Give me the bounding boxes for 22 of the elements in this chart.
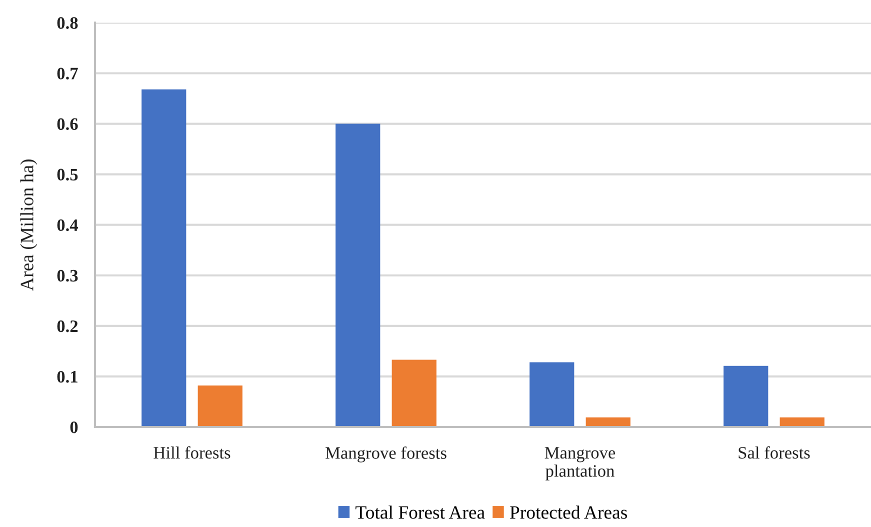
y-tick-label: 0.4 [57,219,78,232]
y-tick-label: 0.5 [57,168,78,181]
x-tick-label: Hill forests [154,446,230,459]
y-tick-label: 0.6 [57,118,78,130]
y-tick-label: 0.8 [57,17,78,29]
bar [142,89,186,427]
y-axis-title: Area (Million ha) [20,160,38,291]
x-tick-label: Mangrove plantation [544,447,616,480]
bar [198,386,242,427]
y-tick-label: 0.2 [57,320,78,332]
bar [530,362,574,427]
legend-label: Total Forest Area [356,506,485,519]
bar [336,124,380,427]
bar [392,360,436,427]
legend-label: Protected Areas [510,506,627,519]
y-tick-label: 0 [70,421,78,434]
x-tick-label: Sal forests [738,446,810,459]
y-tick-label: 0.7 [57,68,78,80]
x-tick-label: Mangrove forests [326,446,446,462]
bar [724,366,768,427]
y-tick-label: 0.3 [57,270,78,282]
y-tick-label: 0.1 [57,370,78,383]
